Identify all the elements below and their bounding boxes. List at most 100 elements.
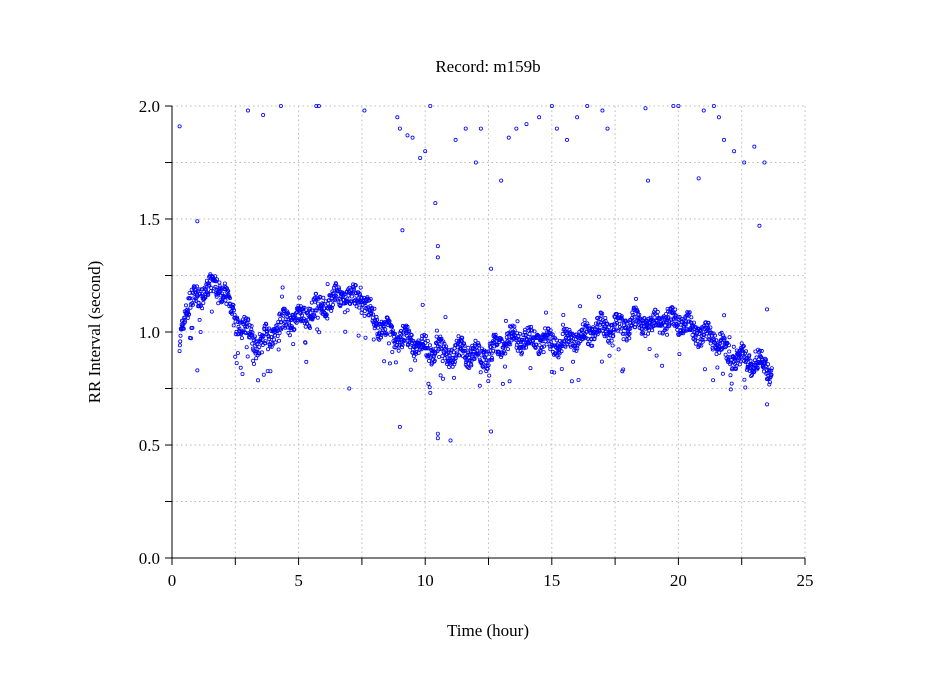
- data-point: [495, 342, 500, 347]
- data-point: [330, 298, 335, 303]
- data-point: [440, 353, 445, 358]
- data-point: [357, 291, 362, 296]
- data-point: [479, 346, 484, 351]
- data-point: [385, 315, 390, 320]
- data-point: [193, 288, 198, 293]
- data-point: [766, 362, 771, 367]
- outlier-point: [489, 429, 494, 434]
- data-point: [688, 327, 693, 332]
- data-point: [282, 306, 287, 311]
- data-point: [476, 351, 481, 356]
- data-point: [549, 369, 554, 374]
- outlier-point: [742, 160, 747, 165]
- data-point: [188, 305, 193, 310]
- data-point: [188, 296, 193, 301]
- data-point: [523, 332, 528, 337]
- data-point: [426, 358, 431, 363]
- data-point: [671, 317, 676, 322]
- data-point: [728, 387, 733, 392]
- data-point: [467, 358, 472, 363]
- outlier-point: [428, 104, 433, 109]
- data-point: [276, 347, 281, 352]
- data-point: [559, 366, 564, 371]
- data-point: [637, 312, 642, 317]
- data-point: [528, 366, 533, 371]
- data-point: [189, 336, 194, 341]
- data-point: [560, 331, 565, 336]
- data-point: [368, 296, 373, 301]
- data-point: [250, 341, 255, 346]
- data-point: [265, 369, 270, 374]
- data-point: [571, 359, 576, 364]
- data-point: [689, 315, 694, 320]
- data-point: [562, 326, 567, 331]
- outlier-point: [732, 149, 737, 154]
- data-point: [362, 313, 367, 318]
- data-point: [357, 305, 362, 310]
- outlier-point: [395, 115, 400, 120]
- data-point: [659, 323, 664, 328]
- data-point: [749, 373, 754, 378]
- x-tick-label: 0: [168, 571, 177, 590]
- data-point: [292, 327, 297, 332]
- data-point: [270, 342, 275, 347]
- outlier-point: [245, 108, 250, 113]
- data-point: [699, 343, 704, 348]
- data-point: [354, 293, 359, 298]
- outlier-point: [600, 108, 605, 113]
- data-point: [767, 382, 772, 387]
- outlier-point: [765, 402, 770, 407]
- data-point: [363, 335, 368, 340]
- data-point: [435, 341, 440, 346]
- data-point: [352, 301, 357, 306]
- outlier-point: [549, 104, 554, 109]
- data-point: [559, 349, 564, 354]
- data-point: [353, 283, 358, 288]
- data-point: [334, 282, 339, 287]
- y-tick-label: 0.5: [139, 436, 160, 455]
- data-point: [200, 306, 205, 311]
- data-point: [677, 314, 682, 319]
- data-point: [279, 294, 284, 299]
- data-point: [325, 282, 330, 287]
- data-point: [490, 357, 495, 362]
- data-point: [664, 316, 669, 321]
- data-point: [257, 345, 262, 350]
- data-point: [611, 333, 616, 338]
- data-point: [622, 331, 627, 336]
- data-point: [302, 305, 307, 310]
- data-point: [238, 365, 243, 370]
- data-point: [403, 338, 408, 343]
- outlier-point: [696, 176, 701, 181]
- data-point: [722, 336, 727, 341]
- outlier-point: [676, 104, 681, 109]
- data-point: [406, 328, 411, 333]
- data-point: [556, 355, 561, 360]
- data-point: [722, 313, 727, 318]
- data-point: [634, 296, 639, 301]
- outlier-point: [524, 122, 529, 127]
- data-point: [530, 328, 535, 333]
- data-point: [693, 341, 698, 346]
- data-point: [479, 360, 484, 365]
- data-point: [620, 316, 625, 321]
- data-point: [273, 340, 278, 345]
- outlier-point: [506, 135, 511, 140]
- data-point: [234, 361, 239, 366]
- data-point: [499, 336, 504, 341]
- data-point: [633, 322, 638, 327]
- outlier-point: [757, 223, 762, 228]
- x-axis-label: Time (hour): [447, 621, 529, 640]
- data-point: [729, 381, 734, 386]
- data-point: [582, 318, 587, 323]
- data-point: [217, 283, 222, 288]
- data-point: [740, 348, 745, 353]
- outlier-point: [423, 149, 428, 154]
- data-point: [740, 351, 745, 356]
- data-point: [583, 335, 588, 340]
- data-point: [351, 286, 356, 291]
- data-point: [291, 342, 296, 347]
- data-point: [383, 327, 388, 332]
- data-point: [641, 331, 646, 336]
- data-point: [687, 310, 692, 315]
